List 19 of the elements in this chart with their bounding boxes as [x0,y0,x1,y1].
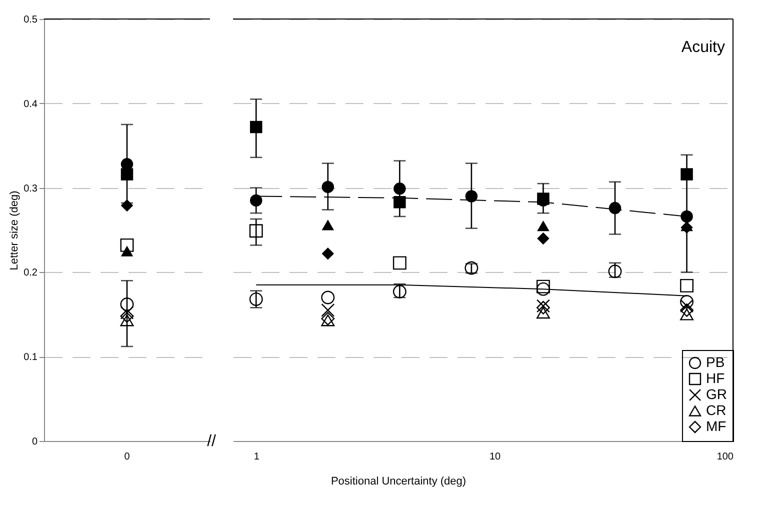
annotation: // [207,433,217,450]
x-tick-label: 10 [489,452,502,462]
x-axis-title: Positional Uncertainty (deg) [330,476,466,488]
y-tick-label: 0.5 [24,14,38,26]
y-tick-label: 0.3 [24,183,38,194]
legend-label: GR [706,386,727,402]
x-tick-label: 1 [254,452,260,462]
y-tick-label: 0.2 [24,268,38,279]
legend-label: MF [706,418,726,434]
legend-label: HF [706,370,725,386]
legend-label: CR [706,402,726,418]
legend-label: PB [706,354,725,370]
y-tick-label: 0.4 [24,98,38,110]
x-tick-label: 0 [124,452,130,462]
x-tick-label: 100 [716,452,734,462]
y-tick-label: 0 [32,436,38,448]
annotation: Acuity [681,39,725,56]
y-tick-label: 0.1 [24,352,38,364]
y-axis-title: Letter size (deg) [8,190,21,270]
